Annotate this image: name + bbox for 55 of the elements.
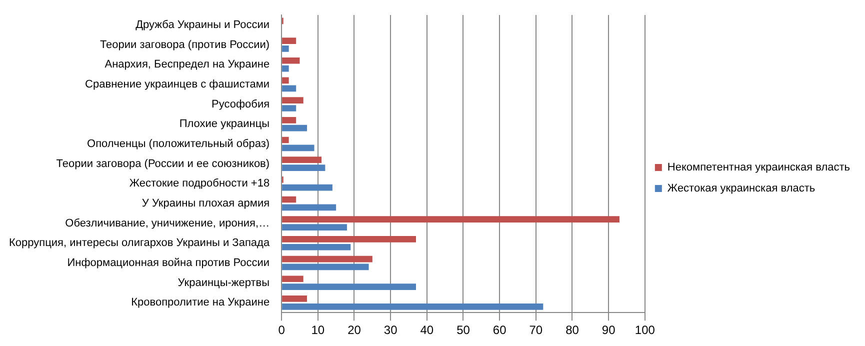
- x-tick-label: 20: [348, 323, 362, 338]
- y-tick-label: Теории заговора (против России): [100, 38, 270, 51]
- bar: [282, 164, 326, 171]
- x-tick-label: 70: [529, 323, 543, 338]
- y-tick-label: У Украины плохая армия: [142, 198, 270, 210]
- y-tick-label: Коррупция, интересы олигархов Украины и Запада: [8, 237, 270, 250]
- x-tick-label: 10: [311, 323, 325, 338]
- legend-label: Некомпетентная украинская власть: [667, 162, 850, 174]
- bar: [282, 236, 416, 242]
- y-tick-label: Теории заговора (России и ее союзников): [56, 158, 270, 170]
- y-tick-label: Плохие украинцы: [179, 118, 270, 130]
- x-tick-label: 80: [566, 323, 580, 338]
- y-tick-label: Русофобия: [212, 98, 270, 110]
- x-tick-label: 0: [278, 323, 286, 338]
- bar: [282, 184, 332, 191]
- x-tick-label: 60: [492, 323, 507, 338]
- y-tick-label: Украинцы-жертвы: [178, 276, 270, 289]
- y-tick-label: Дружба Украины и России: [136, 18, 270, 31]
- bar: [282, 97, 304, 104]
- bar: [282, 244, 351, 250]
- bar: [282, 144, 314, 152]
- y-tick-label: Анархия, Беспредел на Украине: [104, 58, 270, 71]
- bar: [282, 57, 300, 64]
- y-tick-label: Жестокие подробности +18: [129, 178, 270, 190]
- bar: [282, 216, 620, 223]
- y-tick-label: Сравнение украинцев с фашистами: [85, 78, 270, 90]
- bar: [282, 65, 289, 72]
- bar: [282, 256, 372, 262]
- bar: [282, 105, 296, 112]
- bar: [282, 38, 296, 44]
- bar: [282, 296, 307, 302]
- x-tick-label: 100: [634, 323, 656, 338]
- bar: [282, 204, 336, 211]
- x-tick-label: 50: [456, 323, 470, 338]
- bar: [282, 124, 307, 132]
- bar: [282, 156, 322, 164]
- x-tick-label: 40: [420, 323, 434, 338]
- bar: [282, 85, 296, 92]
- x-tick-label: 90: [602, 323, 616, 338]
- bar: [282, 136, 289, 144]
- bar: [282, 276, 304, 282]
- y-tick-label: Ополченцы (положительный образ): [87, 138, 270, 150]
- bar: [282, 284, 416, 290]
- bar: [282, 224, 347, 230]
- y-tick-label: Обезличивание, уничижение, ирония,…: [65, 217, 270, 230]
- bar: [282, 116, 296, 124]
- y-tick-label: Информационная война против России: [67, 257, 270, 270]
- bar: [282, 264, 369, 270]
- legend-label: Жестокая украинская власть: [667, 182, 816, 195]
- bar: [282, 196, 296, 203]
- x-tick-label: 30: [384, 323, 398, 338]
- bar: [282, 46, 289, 52]
- bar: [282, 303, 544, 310]
- bar: [282, 77, 289, 84]
- y-tick-label: Кровопролитие на Украине: [131, 296, 270, 309]
